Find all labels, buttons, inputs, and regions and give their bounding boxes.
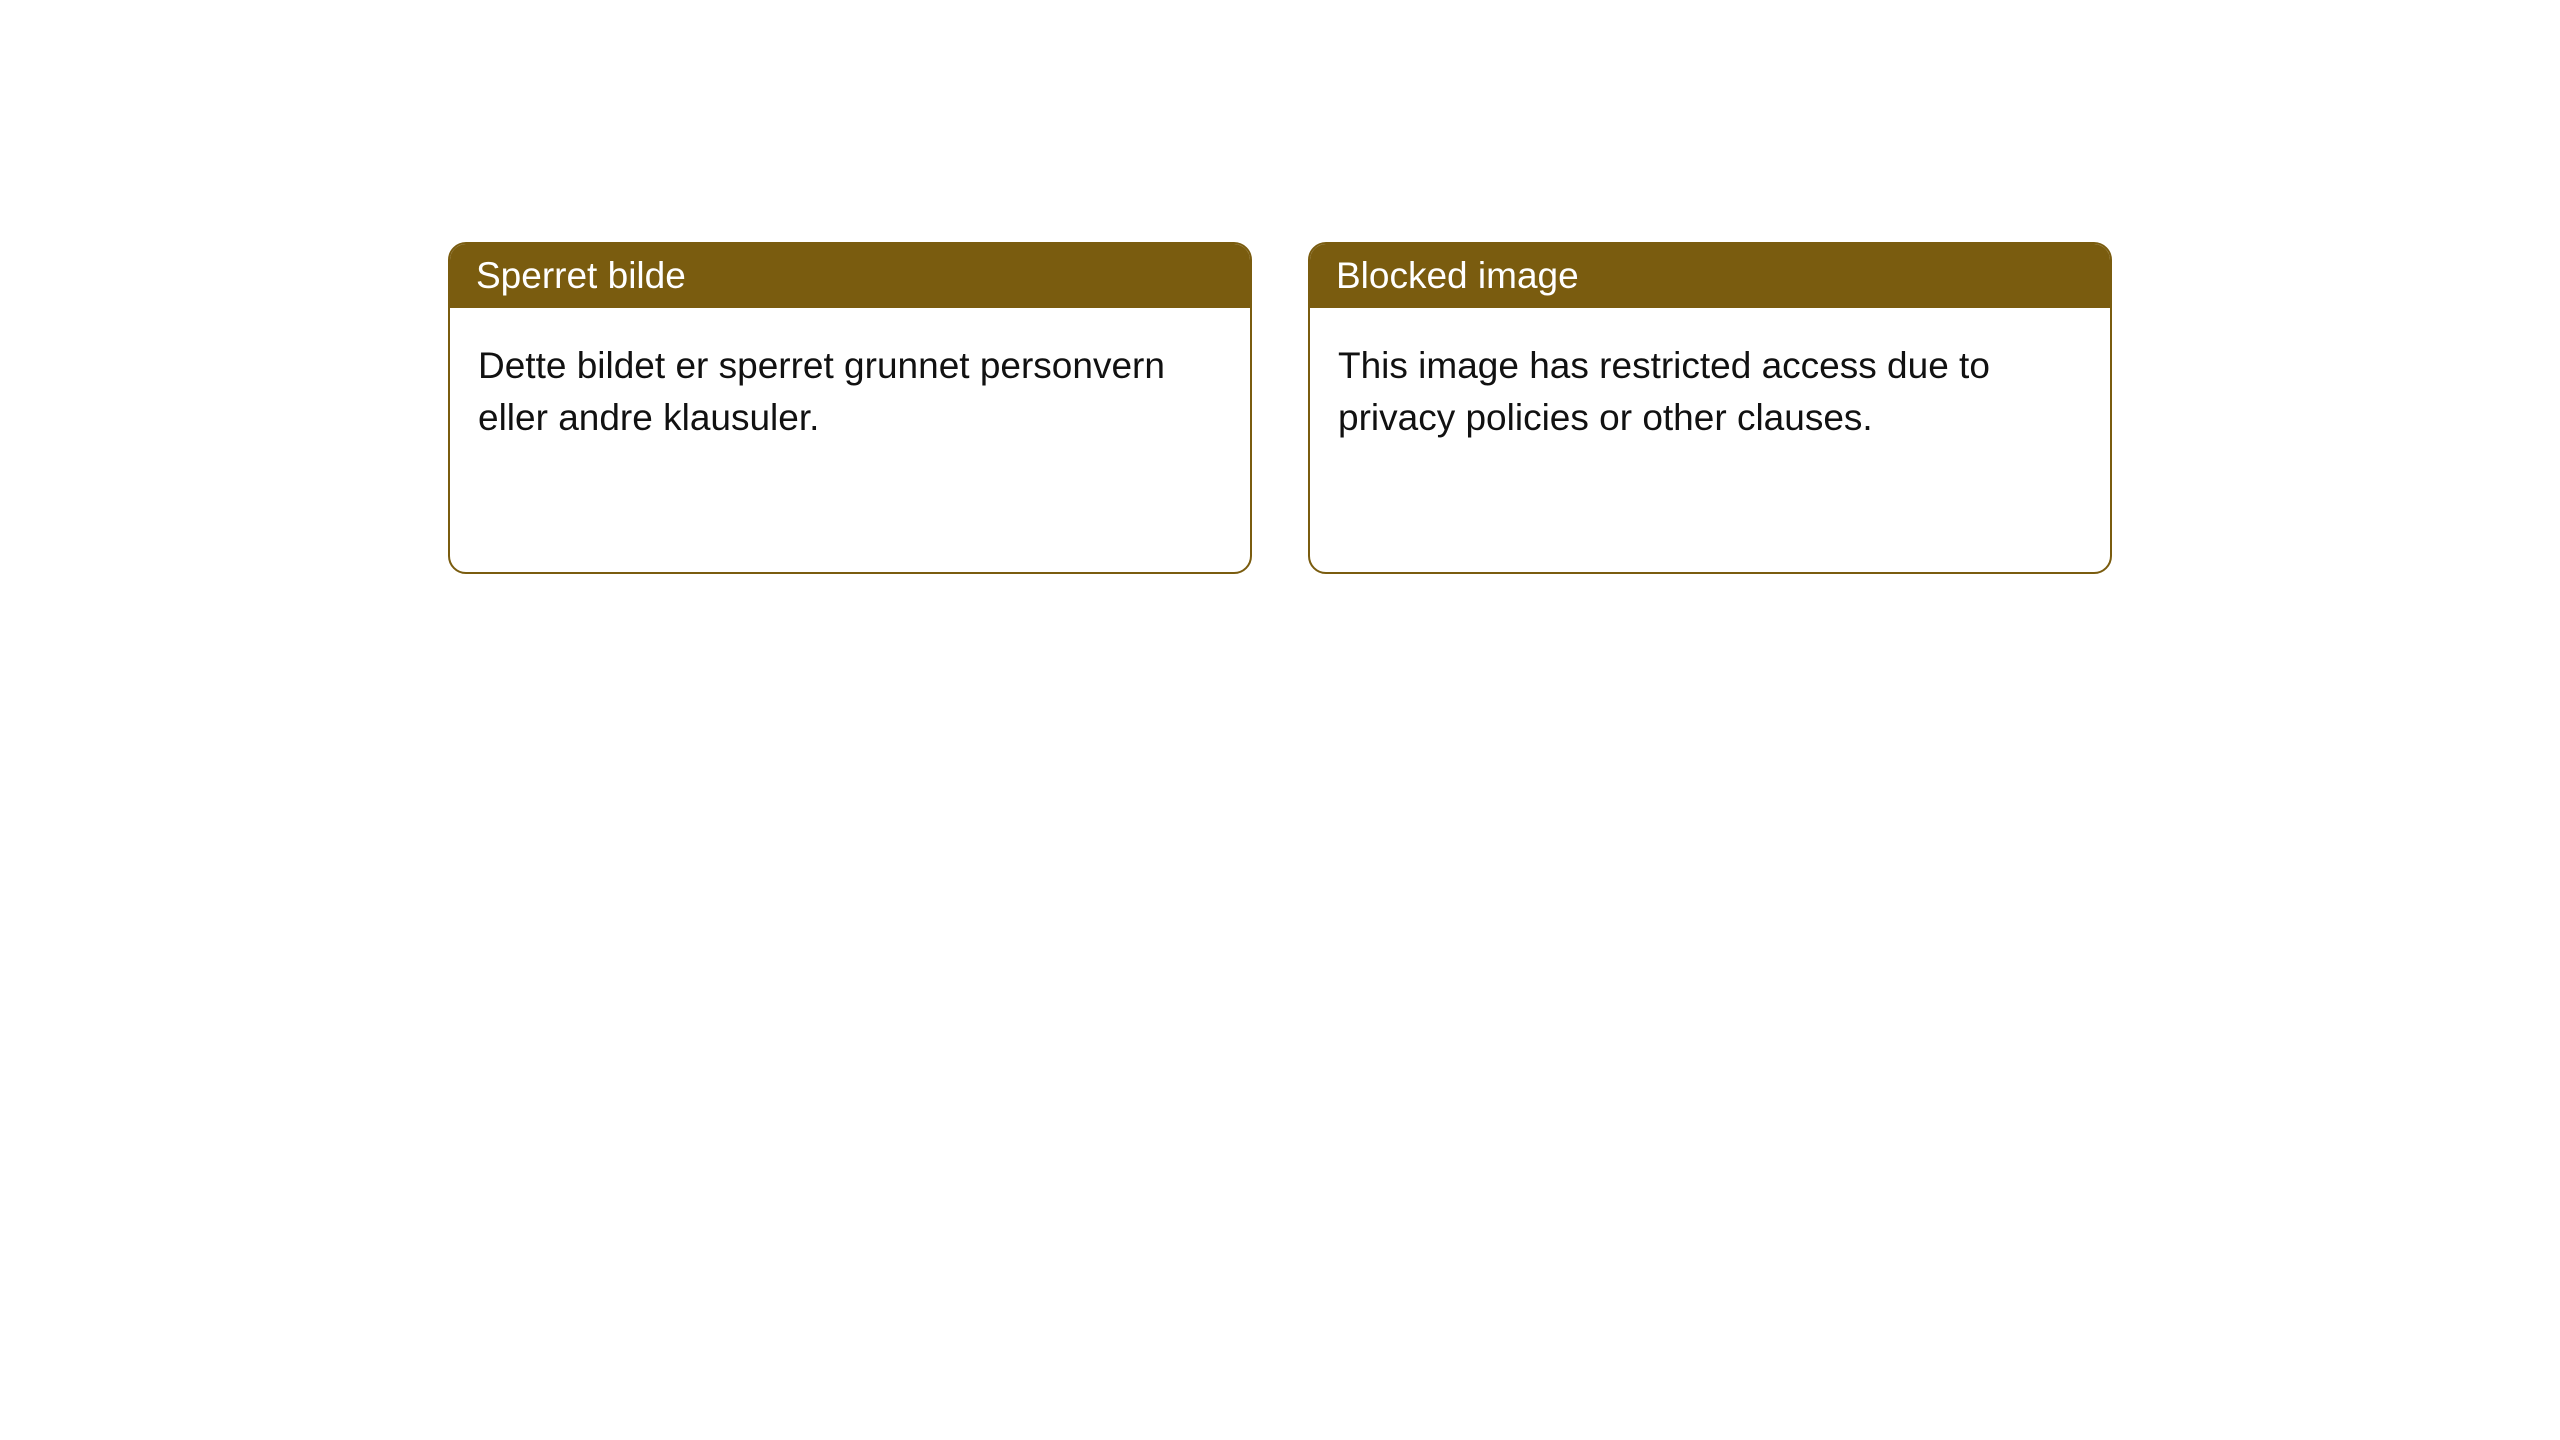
card-title: Sperret bilde — [476, 255, 686, 296]
card-title: Blocked image — [1336, 255, 1579, 296]
card-message: This image has restricted access due to … — [1338, 345, 1990, 438]
card-message: Dette bildet er sperret grunnet personve… — [478, 345, 1165, 438]
blocked-image-cards: Sperret bilde Dette bildet er sperret gr… — [448, 242, 2560, 574]
card-body: This image has restricted access due to … — [1310, 308, 2110, 476]
card-header: Blocked image — [1310, 244, 2110, 308]
card-header: Sperret bilde — [450, 244, 1250, 308]
card-body: Dette bildet er sperret grunnet personve… — [450, 308, 1250, 476]
blocked-image-card-en: Blocked image This image has restricted … — [1308, 242, 2112, 574]
blocked-image-card-no: Sperret bilde Dette bildet er sperret gr… — [448, 242, 1252, 574]
